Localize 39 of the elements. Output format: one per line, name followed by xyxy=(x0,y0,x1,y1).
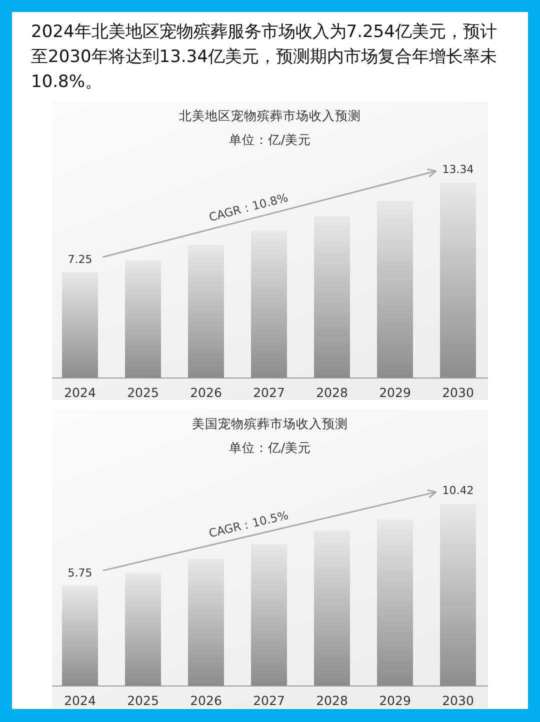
bar xyxy=(440,504,476,686)
bar xyxy=(125,260,161,378)
data-label: 5.75 xyxy=(68,566,92,580)
x-tick-label: 2024 xyxy=(64,385,96,400)
chart-subtitle: 单位：亿/美元 xyxy=(228,132,312,147)
bar xyxy=(188,558,224,686)
text: 2024年北美地区宠物殡葬服务市场收入为7.254亿美元，预计至2030年将达到13.34亿美元，预测期内市场复合年增长率未10.8%。 xyxy=(31,21,498,94)
x-tick-label: 2027 xyxy=(253,385,285,400)
bar xyxy=(62,586,98,686)
bar xyxy=(62,272,98,378)
x-tick-label: 2026 xyxy=(190,693,222,708)
x-tick-label: 2030 xyxy=(442,385,474,400)
x-tick-label: 2029 xyxy=(379,693,411,708)
annotation: CAGR：10.5% xyxy=(207,508,290,540)
x-tick-label: 2025 xyxy=(127,693,159,708)
chart-subtitle: 单位：亿/美元 xyxy=(228,440,312,455)
bar xyxy=(188,244,224,378)
bar xyxy=(377,201,413,378)
bar xyxy=(440,183,476,378)
x-tick-label: 2027 xyxy=(253,693,285,708)
x-tick-label: 2024 xyxy=(64,693,96,708)
bar xyxy=(251,230,287,378)
x-tick-label: 2029 xyxy=(379,385,411,400)
chart-title: 北美地区宠物殡葬市场收入预测 xyxy=(179,108,361,123)
data-label: 13.34 xyxy=(442,163,474,176)
annotation: CAGR：10.8% xyxy=(207,190,290,224)
chart-title: 美国宠物殡葬市场收入预测 xyxy=(192,416,348,431)
bar xyxy=(251,544,287,686)
bar xyxy=(314,216,350,378)
data-label: 7.25 xyxy=(68,253,92,266)
data-label: 10.42 xyxy=(442,484,474,497)
x-tick-label: 2028 xyxy=(316,385,348,400)
x-tick-label: 2028 xyxy=(316,693,348,708)
x-tick-label: 2026 xyxy=(190,385,222,400)
x-tick-label: 2025 xyxy=(127,385,159,400)
x-tick-label: 2030 xyxy=(442,693,474,708)
bar xyxy=(314,530,350,686)
bar xyxy=(377,520,413,686)
bar xyxy=(125,572,161,686)
